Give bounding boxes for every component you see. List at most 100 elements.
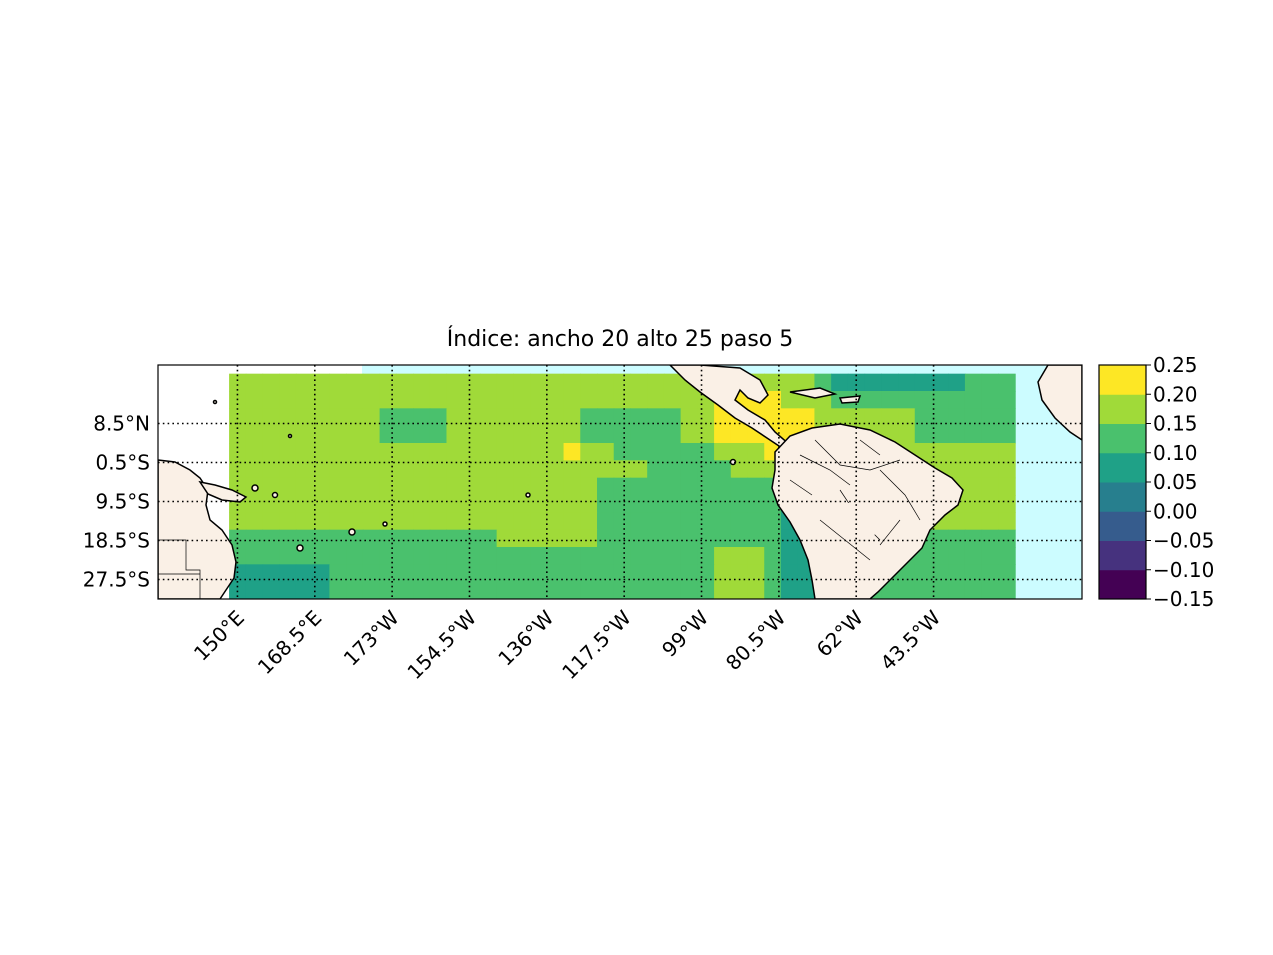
field-cell xyxy=(964,443,983,461)
field-cell xyxy=(479,373,498,392)
field-cell xyxy=(680,529,698,548)
field-cell xyxy=(747,495,765,513)
field-cell xyxy=(948,460,966,479)
field-cell xyxy=(998,547,1016,565)
field-cell xyxy=(346,512,364,531)
field-cell xyxy=(429,373,448,392)
field-cell xyxy=(346,373,364,392)
field-cell xyxy=(981,512,999,531)
field-cell xyxy=(981,529,999,548)
field-cell xyxy=(697,547,715,565)
field-cell xyxy=(714,495,732,513)
field-cell xyxy=(898,373,916,392)
field-cell xyxy=(312,408,331,427)
field-cell xyxy=(630,460,648,479)
field-cell xyxy=(429,443,448,461)
field-cell xyxy=(613,373,632,392)
field-cell xyxy=(312,564,331,583)
field-cell xyxy=(797,408,816,427)
field-cell xyxy=(613,564,632,583)
field-cell xyxy=(663,460,682,479)
field-cell xyxy=(312,547,331,565)
field-cell xyxy=(998,443,1016,461)
field-cell xyxy=(948,408,966,427)
field-cell xyxy=(329,564,347,583)
field-cell xyxy=(262,564,280,583)
field-cell xyxy=(663,391,682,409)
field-cell xyxy=(697,529,715,548)
field-cell xyxy=(479,564,498,583)
field-cell xyxy=(346,581,364,599)
field-cell xyxy=(413,564,431,583)
field-cell xyxy=(262,495,280,513)
field-cell xyxy=(262,512,280,531)
field-cell xyxy=(446,443,464,461)
field-cell xyxy=(346,495,364,513)
field-cell xyxy=(730,495,749,513)
pacific-island xyxy=(348,528,356,536)
field-cell xyxy=(647,425,665,444)
field-cell xyxy=(647,408,665,427)
field-cell xyxy=(429,547,448,565)
field-cell xyxy=(663,408,682,427)
field-cell xyxy=(680,460,698,479)
field-cell xyxy=(446,581,464,599)
field-cell xyxy=(630,373,648,392)
field-cell xyxy=(914,443,933,461)
field-cell xyxy=(647,495,665,513)
field-cell xyxy=(496,581,514,599)
field-cell xyxy=(530,547,548,565)
field-cell xyxy=(647,391,665,409)
latitude-labels: 8.5°N 0.5°S 9.5°S 18.5°S 27.5°S xyxy=(83,412,150,592)
field-cell xyxy=(229,408,247,427)
field-cell xyxy=(647,564,665,583)
field-cell xyxy=(429,391,448,409)
field-cell xyxy=(379,495,397,513)
colorbar: −0.15 −0.10 −0.05 0.00 0.05 0.10 0.15 0.20 0.25 xyxy=(1098,353,1214,611)
colorbar-tick-label: −0.05 xyxy=(1153,529,1214,553)
colorbar-tick-label: 0.15 xyxy=(1153,412,1198,436)
field-cell xyxy=(446,495,464,513)
latitude-tick-label: 18.5°S xyxy=(83,529,150,553)
field-cell xyxy=(262,547,280,565)
field-cell xyxy=(647,443,665,461)
field-cell xyxy=(262,460,280,479)
field-cell xyxy=(714,581,732,599)
field-cell xyxy=(697,425,715,444)
field-cell xyxy=(780,564,799,583)
field-cell xyxy=(563,547,581,565)
field-cell xyxy=(998,391,1016,409)
field-cell xyxy=(295,373,314,392)
field-cell xyxy=(998,477,1016,496)
field-cell xyxy=(262,529,280,548)
field-cell xyxy=(898,581,916,599)
field-cell xyxy=(981,477,999,496)
field-cell xyxy=(463,581,481,599)
field-cell xyxy=(413,581,431,599)
field-cell xyxy=(597,443,615,461)
field-cell xyxy=(329,408,347,427)
field-cell xyxy=(663,547,682,565)
colorbar-tick-label: 0.00 xyxy=(1153,499,1198,523)
field-cell xyxy=(429,529,448,548)
longitude-tick-label: 136°W xyxy=(493,605,558,670)
field-cell xyxy=(580,443,598,461)
field-cell xyxy=(931,391,949,409)
field-cell xyxy=(396,443,414,461)
field-cell xyxy=(479,581,498,599)
field-cell xyxy=(998,564,1016,583)
field-cell xyxy=(597,529,615,548)
field-cell xyxy=(647,547,665,565)
field-cell xyxy=(680,495,698,513)
field-cell xyxy=(245,581,264,599)
field-cell xyxy=(262,391,280,409)
field-cell xyxy=(780,373,799,392)
field-cell xyxy=(463,529,481,548)
field-cell xyxy=(513,564,531,583)
field-cell xyxy=(697,460,715,479)
field-cell xyxy=(362,529,381,548)
field-cell xyxy=(262,425,280,444)
field-cell xyxy=(463,547,481,565)
field-cell xyxy=(346,443,364,461)
field-cell xyxy=(613,529,632,548)
